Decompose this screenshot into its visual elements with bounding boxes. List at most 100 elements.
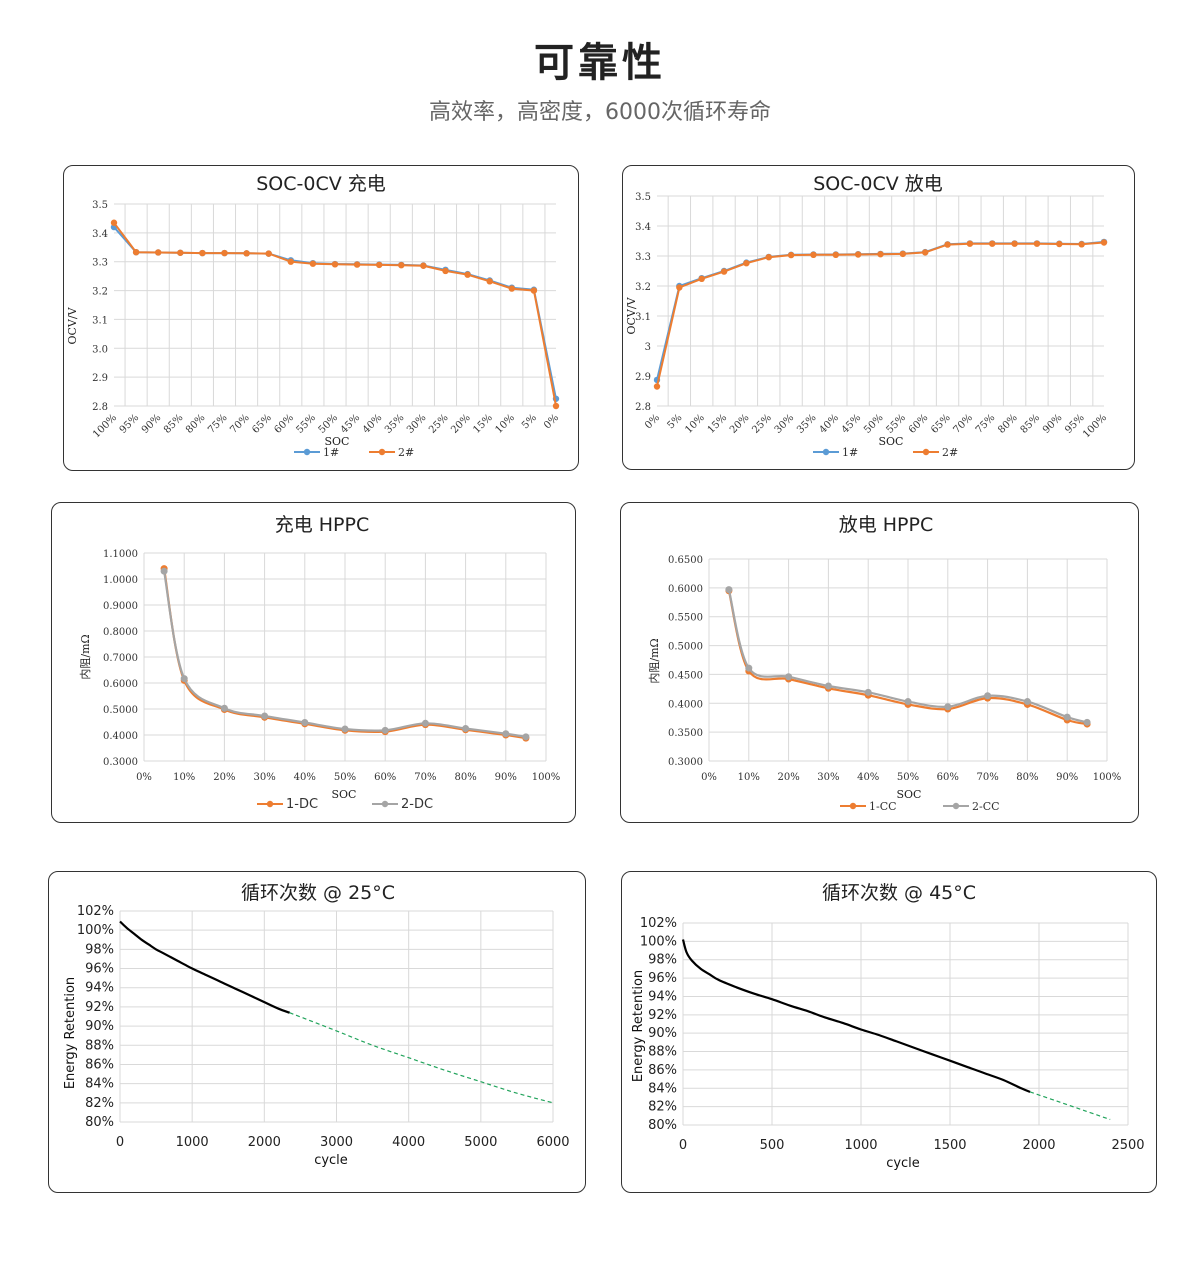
y-axis-label: 内阻/mΩ bbox=[647, 638, 661, 683]
y-tick-label: 3.1 bbox=[92, 315, 108, 326]
y-tick-label: 84% bbox=[648, 1081, 677, 1096]
x-tick-label: 40% bbox=[294, 772, 316, 783]
y-tick-label: 0.6000 bbox=[668, 584, 703, 595]
y-tick-label: 82% bbox=[85, 1096, 114, 1111]
series-2--point bbox=[1078, 241, 1085, 248]
y-tick-label: 1.1000 bbox=[103, 549, 138, 560]
x-tick-label: 85% bbox=[162, 412, 186, 436]
series-2--point bbox=[552, 402, 560, 410]
page-title: 可靠性 bbox=[534, 40, 666, 86]
y-tick-label: 102% bbox=[77, 904, 114, 919]
x-tick-label: 1000 bbox=[844, 1138, 877, 1153]
series-2--point bbox=[765, 254, 772, 261]
series-2-dc-point bbox=[220, 704, 228, 712]
series-measured-line bbox=[119, 920, 290, 1014]
series-2--point bbox=[486, 278, 493, 285]
series-2-dc-point bbox=[522, 733, 530, 741]
x-tick-label: 0% bbox=[136, 772, 152, 783]
series-2--point bbox=[420, 262, 427, 269]
x-tick-label: 40% bbox=[857, 772, 879, 783]
legend-2--label: 2# bbox=[942, 446, 958, 459]
legend-1--label: 1# bbox=[323, 446, 339, 459]
y-tick-label: 96% bbox=[648, 971, 677, 986]
series-extrapolated-line bbox=[289, 1012, 554, 1104]
legend-1-cc-swatch-marker bbox=[849, 802, 857, 810]
y-tick-label: 3.2 bbox=[92, 287, 108, 298]
x-tick-label: 5% bbox=[665, 412, 684, 431]
series-2--point bbox=[1100, 239, 1108, 246]
series-2--point bbox=[787, 251, 795, 259]
soc-ocv-charge-chart: SOC-0CV 充电 3.5 3.4 3.3 3.2 3.1 3.0 2.9 2.8100%95… bbox=[66, 173, 561, 459]
series-2--line bbox=[656, 241, 1105, 387]
y-axis-label: Energy Retention bbox=[631, 970, 646, 1082]
series-2--point bbox=[132, 248, 140, 256]
cycle-25c-chart: 循环次数 @ 25°C 102% 100% 98% 96% 94% 92% 90% 88% 86%… bbox=[63, 882, 570, 1168]
soc-ocv-discharge-panel: SOC-0CV 放电 3.5 3.4 3.3 3.2 3.1 3 2.9 2.8 0% 5% 10% 1… bbox=[622, 165, 1135, 470]
series-2--point bbox=[199, 249, 206, 257]
x-tick-label: 20% bbox=[728, 412, 752, 436]
hppc-charge-chart: 充电 HPPC 1.1000 1.0000 0.9000 0.8000 0.7000 0.6… bbox=[78, 514, 561, 812]
x-tick-label: 100% bbox=[532, 772, 561, 783]
x-tick-label: 50% bbox=[317, 412, 341, 436]
series-2-cc-point bbox=[725, 586, 733, 594]
series-2--point bbox=[508, 285, 515, 292]
x-tick-label: 80% bbox=[454, 772, 476, 783]
hppc-charge-panel: 充电 HPPC 1.1000 1.0000 0.9000 0.8000 0.7000 0.6… bbox=[51, 502, 576, 823]
series-2-cc-point bbox=[984, 692, 992, 700]
y-tick-label: 0.9000 bbox=[103, 601, 138, 612]
series-2--point bbox=[832, 251, 839, 258]
x-tick-label: 75% bbox=[206, 412, 230, 436]
x-tick-label: 55% bbox=[884, 412, 908, 436]
y-axis-label: OCV/V bbox=[625, 296, 638, 334]
series-2--point bbox=[989, 240, 996, 247]
x-tick-label: 5000 bbox=[464, 1135, 497, 1150]
series-2-dc-point bbox=[421, 719, 429, 727]
hppc-discharge-panel: 放电 HPPC 0.6500 0.6000 0.5500 0.5000 0.4500 0.4… bbox=[620, 502, 1139, 823]
x-tick-label: 30% bbox=[773, 412, 797, 436]
series-2--point bbox=[309, 260, 317, 267]
y-tick-label: 98% bbox=[648, 953, 677, 968]
legend-2-dc-label: 2-DC bbox=[401, 797, 433, 812]
x-tick-label: 15% bbox=[706, 412, 730, 436]
y-tick-label: 2.8 bbox=[635, 402, 651, 413]
y-tick-label: 0.5000 bbox=[103, 705, 138, 716]
x-tick-label: 35% bbox=[383, 412, 407, 436]
legend-2--swatch-marker bbox=[922, 448, 930, 456]
series-2--point bbox=[944, 241, 951, 248]
y-tick-label: 96% bbox=[85, 962, 114, 977]
x-tick-label: 2500 bbox=[1111, 1138, 1144, 1153]
x-tick-label: 100% bbox=[1081, 412, 1109, 440]
x-tick-label: 70% bbox=[952, 412, 976, 436]
x-tick-label: 90% bbox=[1056, 772, 1078, 783]
y-tick-label: 88% bbox=[85, 1038, 114, 1053]
y-tick-label: 0.5500 bbox=[668, 613, 703, 624]
y-tick-label: 80% bbox=[85, 1115, 114, 1130]
x-tick-label: 80% bbox=[1016, 772, 1038, 783]
y-tick-label: 2.9 bbox=[92, 373, 108, 384]
cycle-25c-panel: 循环次数 @ 25°C 102% 100% 98% 96% 94% 92% 90% 88% 86%… bbox=[48, 871, 586, 1193]
x-tick-label: 10% bbox=[173, 772, 195, 783]
x-tick-label: 4000 bbox=[392, 1135, 425, 1150]
x-tick-label: 0% bbox=[643, 412, 662, 431]
soc-ocv-discharge-chart: SOC-0CV 放电3.53.43.33.23.132.92.80% 5%10%1… bbox=[625, 173, 1109, 459]
series-2--point bbox=[331, 261, 339, 268]
x-tick-label: 15% bbox=[471, 412, 495, 436]
x-axis-label: SOC bbox=[325, 435, 350, 448]
x-tick-label: 45% bbox=[339, 412, 363, 436]
x-axis-label: SOC bbox=[897, 788, 922, 801]
series-2-dc-point bbox=[462, 725, 470, 732]
x-tick-label: 100% bbox=[91, 412, 119, 440]
x-tick-label: 10% bbox=[493, 412, 517, 436]
y-tick-label: 0.4000 bbox=[103, 731, 138, 742]
series-2--point bbox=[698, 275, 705, 282]
y-axis-label: 内阻/mΩ bbox=[78, 634, 92, 679]
series-2--point bbox=[110, 219, 118, 226]
x-axis-label: cycle bbox=[886, 1156, 920, 1171]
series-2--point bbox=[810, 251, 817, 258]
y-tick-label: 2.8 bbox=[92, 402, 108, 413]
x-tick-label: 1500 bbox=[933, 1138, 966, 1153]
x-tick-label: 25% bbox=[427, 412, 451, 436]
y-tick-label: 102% bbox=[640, 916, 677, 931]
y-tick-label: 0.8000 bbox=[103, 627, 138, 638]
x-tick-label: 60% bbox=[907, 412, 931, 436]
